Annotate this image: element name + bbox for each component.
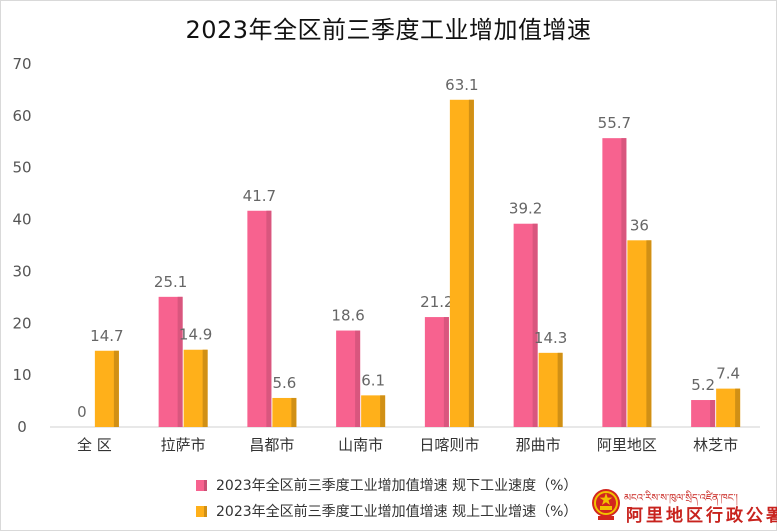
y-tick-label: 30 [12, 262, 31, 280]
data-label: 6.1 [361, 371, 385, 389]
bar-side [443, 317, 449, 427]
x-tick-label: 山南市 [338, 436, 383, 454]
bar-side [710, 400, 716, 427]
bar-side [621, 138, 627, 428]
bar-above-scale[interactable] [449, 99, 474, 427]
data-label: 39.2 [509, 200, 542, 218]
y-tick-label: 70 [12, 55, 31, 73]
data-label: 41.7 [243, 187, 276, 205]
bar-above-scale[interactable] [716, 388, 741, 427]
data-label: 18.6 [331, 307, 364, 325]
bar-side [557, 352, 563, 427]
chart-title: 2023年全区前三季度工业增加值增速 [185, 16, 592, 44]
x-tick-label: 全 区 [77, 436, 112, 454]
bar-side [355, 330, 361, 427]
bar-below-scale[interactable] [691, 400, 716, 427]
legend-label-series-2: 2023年全区前三季度工业增加值增速 规上工业增速（%） [216, 504, 578, 520]
legend-item-series-1[interactable]: 2023年全区前三季度工业增加值增速 规下工业速度（%） [196, 472, 577, 498]
bar-below-scale[interactable] [247, 210, 272, 427]
legend-swatch-pink [196, 479, 207, 491]
y-tick-label: 40 [12, 211, 31, 229]
bar-side [646, 240, 652, 427]
watermark-chinese-text: 阿里地区行政公署 [626, 506, 777, 526]
x-axis-labels: 全 区 拉萨市 昌都市 山南市 日喀则市 那曲市 阿里地区 林芝市 [77, 436, 738, 454]
data-label: 63.1 [445, 76, 478, 94]
bar-side [735, 388, 741, 427]
data-label: 0 [77, 403, 87, 421]
data-label: 21.2 [420, 293, 453, 311]
bar-above-scale[interactable] [183, 349, 208, 427]
data-label: 7.4 [716, 365, 740, 383]
y-tick-label: 10 [12, 366, 31, 384]
x-tick-label: 日喀则市 [419, 436, 479, 454]
bar-above-scale[interactable] [627, 240, 652, 427]
y-tick-label: 0 [17, 418, 27, 436]
bar-side [266, 210, 272, 427]
data-label: 14.9 [179, 326, 212, 344]
bar-above-scale[interactable] [361, 395, 386, 427]
y-axis: 0 10 20 30 40 50 60 70 [12, 55, 31, 436]
bar-side [113, 350, 119, 427]
data-label: 55.7 [598, 114, 631, 132]
data-label: 5.2 [691, 376, 715, 394]
x-tick-label: 那曲市 [516, 436, 561, 454]
legend: 2023年全区前三季度工业增加值增速 规下工业速度（%） 2023年全区前三季度… [196, 472, 577, 524]
data-label: 14.7 [90, 327, 123, 345]
data-label: 5.6 [272, 374, 296, 392]
bar-above-scale[interactable] [272, 397, 297, 427]
legend-swatch-orange [196, 505, 207, 517]
x-tick-label: 昌都市 [249, 436, 294, 454]
y-tick-label: 20 [12, 314, 31, 332]
bar-side [380, 395, 386, 427]
bar-side [468, 99, 474, 427]
watermark: མངའ་རིས་ས་ཁུལ་སྲིད་འཛིན་ཁང་། 阿里地区行政公署 [590, 485, 777, 529]
bar-below-scale[interactable] [424, 317, 449, 427]
legend-label-series-1: 2023年全区前三季度工业增加值增速 规下工业速度（%） [216, 478, 578, 494]
y-tick-label: 50 [12, 159, 31, 177]
data-label: 14.3 [534, 329, 567, 347]
bar-side [532, 223, 538, 427]
bar-above-scale[interactable] [538, 352, 563, 427]
bar-chart: 0 10 20 30 40 50 60 70 0 14.7 25.1 14.9 41.7 5.6 18.6… [12, 55, 760, 454]
bar-below-scale[interactable] [158, 296, 183, 427]
bar-below-scale[interactable] [602, 138, 627, 428]
bar-side [291, 397, 297, 427]
bar-above-scale[interactable] [94, 350, 119, 427]
national-emblem-icon [592, 489, 620, 520]
legend-item-series-2[interactable]: 2023年全区前三季度工业增加值增速 规上工业增速（%） [196, 498, 577, 524]
y-tick-label: 60 [12, 107, 31, 125]
bar-below-scale[interactable] [513, 223, 538, 427]
x-tick-label: 林芝市 [693, 436, 738, 454]
x-tick-label: 拉萨市 [161, 436, 206, 454]
bar-below-scale[interactable] [336, 330, 361, 427]
watermark-tibetan-text: མངའ་རིས་ས་ཁུལ་སྲིད་འཛིན་ཁང་། [624, 493, 738, 504]
bars-group: 0 14.7 25.1 14.9 41.7 5.6 18.6 6.1 21.2 63.1 39.2 1… [77, 76, 741, 428]
data-label: 36 [630, 216, 649, 234]
bar-side [177, 296, 183, 427]
data-label: 25.1 [154, 273, 187, 291]
x-tick-label: 阿里地区 [597, 436, 657, 454]
bar-side [202, 349, 208, 427]
